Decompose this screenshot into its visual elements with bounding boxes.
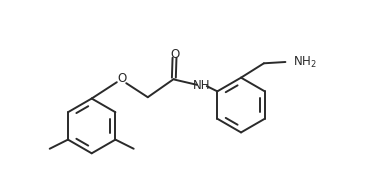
Text: O: O — [171, 48, 180, 61]
Text: NH$_2$: NH$_2$ — [293, 54, 317, 70]
Text: NH: NH — [193, 79, 211, 92]
Text: O: O — [117, 72, 126, 85]
